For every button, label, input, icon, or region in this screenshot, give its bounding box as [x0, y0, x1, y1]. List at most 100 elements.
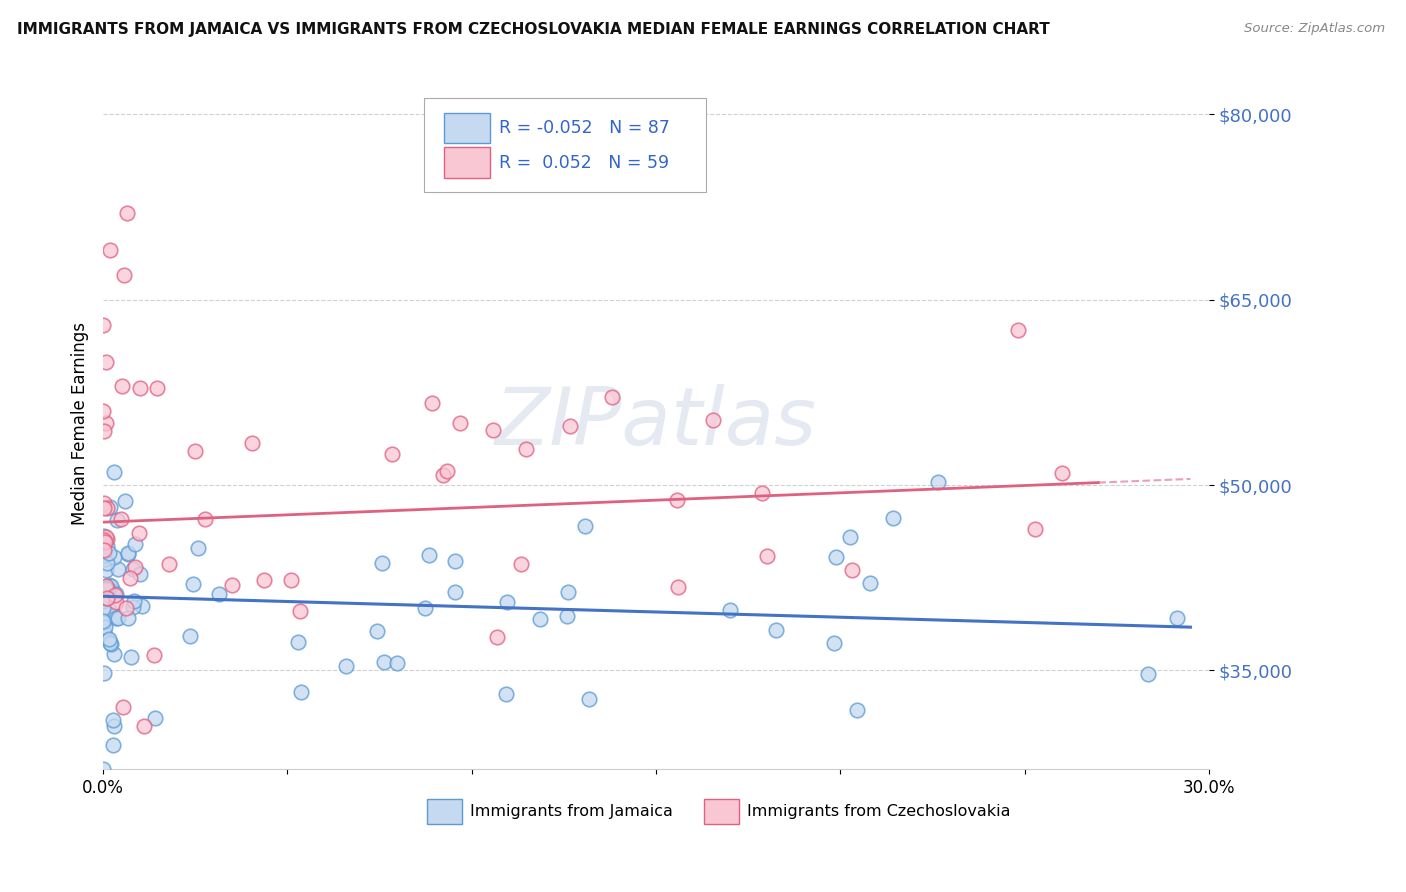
- Text: IMMIGRANTS FROM JAMAICA VS IMMIGRANTS FROM CZECHOSLOVAKIA MEDIAN FEMALE EARNINGS: IMMIGRANTS FROM JAMAICA VS IMMIGRANTS FR…: [17, 22, 1050, 37]
- Point: [124, 537, 146, 551]
- Point: [280, 574, 302, 588]
- Point: [486, 631, 509, 645]
- FancyBboxPatch shape: [444, 147, 491, 178]
- Point: [96, 556, 118, 570]
- Point: [94, 620, 117, 634]
- Point: [756, 549, 779, 563]
- Point: [418, 548, 440, 562]
- Point: [845, 703, 868, 717]
- Point: [98, 546, 121, 560]
- Point: [93, 615, 115, 629]
- Point: [93, 533, 115, 547]
- Point: [100, 244, 122, 258]
- Point: [97, 632, 120, 647]
- Point: [110, 512, 132, 526]
- Point: [93, 496, 115, 510]
- FancyBboxPatch shape: [427, 799, 463, 824]
- Point: [1024, 522, 1046, 536]
- Point: [221, 578, 243, 592]
- Point: [93, 666, 115, 681]
- Point: [105, 595, 128, 609]
- Point: [104, 586, 127, 600]
- Point: [94, 564, 117, 578]
- FancyBboxPatch shape: [423, 98, 706, 192]
- Point: [558, 419, 581, 434]
- Point: [96, 501, 118, 516]
- Point: [825, 549, 848, 564]
- Point: [927, 475, 949, 489]
- Point: [100, 579, 122, 593]
- Point: [112, 700, 135, 714]
- Point: [765, 623, 787, 637]
- Point: [240, 435, 263, 450]
- Point: [208, 587, 231, 601]
- Y-axis label: Median Female Earnings: Median Female Earnings: [72, 322, 89, 524]
- Point: [93, 581, 115, 595]
- Point: [290, 685, 312, 699]
- Point: [94, 548, 117, 562]
- Point: [104, 588, 127, 602]
- Point: [107, 562, 129, 576]
- Point: [718, 603, 741, 617]
- Point: [839, 530, 862, 544]
- Point: [413, 601, 436, 615]
- FancyBboxPatch shape: [703, 799, 740, 824]
- Point: [101, 713, 124, 727]
- Point: [94, 535, 117, 549]
- Point: [93, 542, 115, 557]
- Point: [432, 468, 454, 483]
- Point: [105, 513, 128, 527]
- Point: [96, 539, 118, 553]
- Point: [1166, 611, 1188, 625]
- Point: [751, 485, 773, 500]
- Point: [529, 612, 551, 626]
- Point: [96, 533, 118, 547]
- Point: [179, 629, 201, 643]
- Point: [555, 608, 578, 623]
- Point: [194, 511, 217, 525]
- Text: Source: ZipAtlas.com: Source: ZipAtlas.com: [1244, 22, 1385, 36]
- Point: [515, 442, 537, 457]
- Point: [666, 581, 689, 595]
- Point: [96, 354, 118, 368]
- Point: [143, 711, 166, 725]
- Point: [143, 648, 166, 663]
- Point: [366, 624, 388, 638]
- Point: [124, 594, 146, 608]
- Point: [97, 633, 120, 648]
- Point: [132, 719, 155, 733]
- Point: [387, 657, 409, 671]
- Point: [112, 268, 135, 282]
- Point: [101, 584, 124, 599]
- Point: [97, 582, 120, 596]
- Point: [91, 594, 114, 608]
- Point: [181, 576, 204, 591]
- Point: [107, 611, 129, 625]
- Point: [94, 591, 117, 605]
- Point: [574, 518, 596, 533]
- Point: [117, 546, 139, 560]
- Point: [381, 447, 404, 461]
- Point: [449, 416, 471, 430]
- Point: [97, 578, 120, 592]
- Point: [371, 557, 394, 571]
- Point: [373, 655, 395, 669]
- Point: [600, 390, 623, 404]
- Point: [98, 603, 121, 617]
- Point: [96, 579, 118, 593]
- Point: [436, 464, 458, 478]
- Point: [103, 647, 125, 661]
- Point: [1007, 323, 1029, 337]
- Point: [103, 550, 125, 565]
- Point: [98, 500, 121, 515]
- Point: [482, 423, 505, 437]
- Point: [823, 635, 845, 649]
- Point: [122, 600, 145, 615]
- Point: [510, 557, 533, 571]
- Point: [104, 609, 127, 624]
- Point: [103, 719, 125, 733]
- Point: [93, 624, 115, 639]
- Point: [91, 318, 114, 332]
- Point: [115, 206, 138, 220]
- Point: [94, 552, 117, 566]
